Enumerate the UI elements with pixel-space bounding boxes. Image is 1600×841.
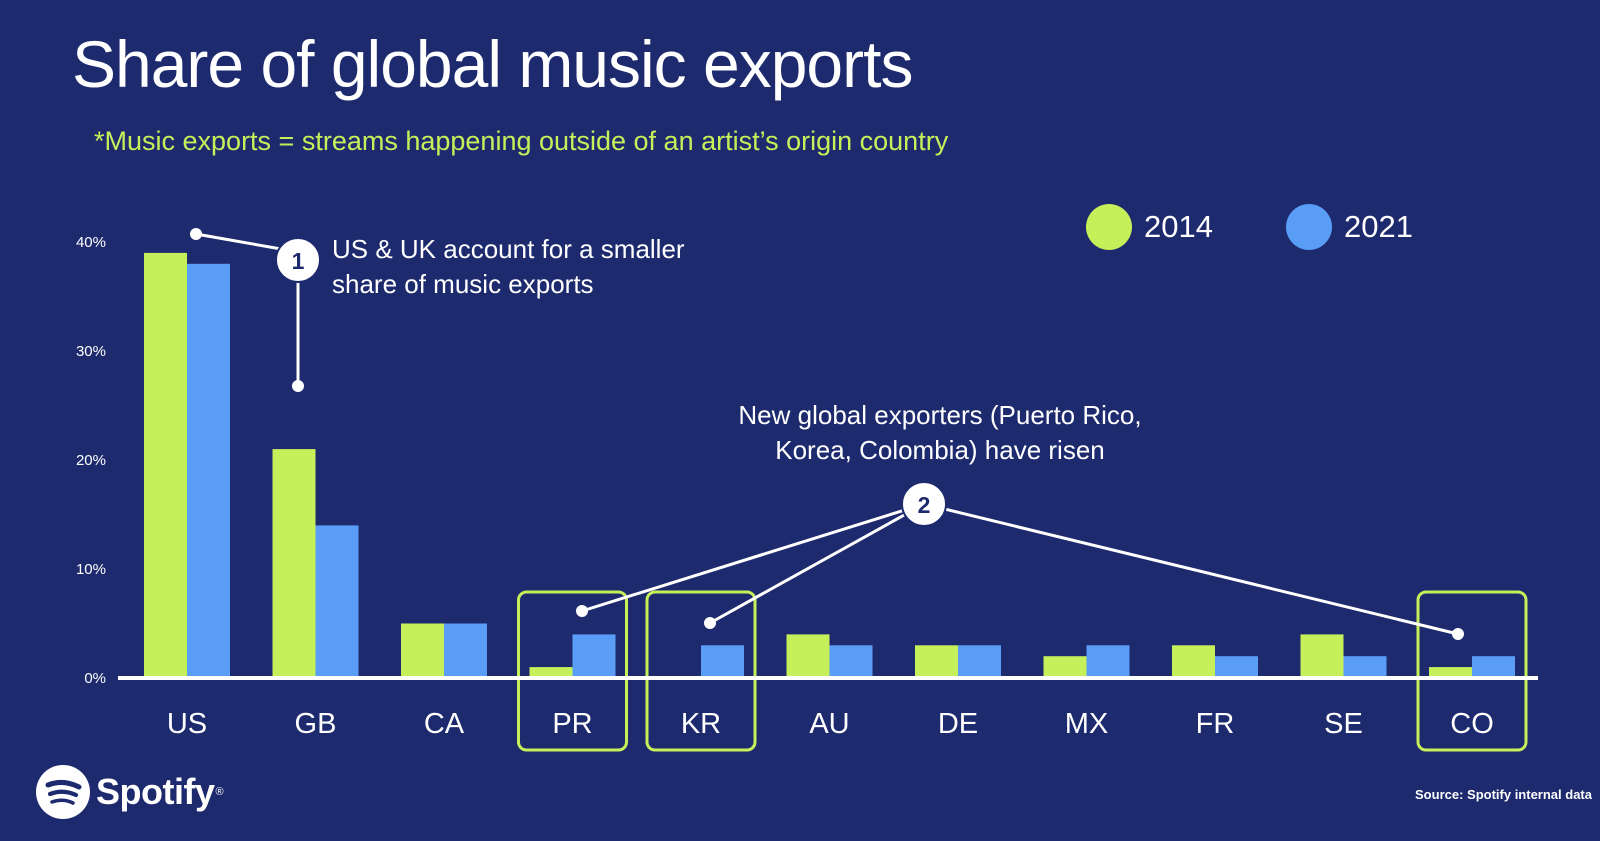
annotation-2-line1: New global exporters (Puerto Rico, xyxy=(738,400,1142,430)
callout-dot-gb xyxy=(292,380,304,392)
x-tick-label-de: DE xyxy=(938,708,978,740)
bar-se-2021 xyxy=(1343,656,1387,678)
x-tick-label-fr: FR xyxy=(1196,708,1235,740)
callout-dot-kr xyxy=(704,617,716,629)
x-tick-label-pr: PR xyxy=(552,708,592,740)
x-tick-label-au: AU xyxy=(809,708,849,740)
callout-2-line-pr xyxy=(581,502,925,613)
bar-mx-2021 xyxy=(1086,645,1130,678)
legend-swatch-2021 xyxy=(1286,204,1332,250)
callout-dot-us xyxy=(190,228,202,240)
bar-se-2014 xyxy=(1300,634,1344,678)
x-tick-label-us: US xyxy=(167,708,207,740)
callout-2-line-co xyxy=(923,502,1459,636)
bar-kr-2021 xyxy=(701,645,744,678)
bar-de-2021 xyxy=(958,645,1001,678)
x-tick-label-gb: GB xyxy=(295,708,337,740)
spotify-trademark: ® xyxy=(215,786,224,798)
chart-title: Share of global music exports xyxy=(72,27,913,101)
y-tick-label-2: 20% xyxy=(76,452,106,469)
spotify-wordmark: Spotify xyxy=(96,771,215,812)
highlight-box-kr xyxy=(645,590,757,752)
y-tick-label-3: 30% xyxy=(76,343,106,360)
y-tick-label-4: 40% xyxy=(76,234,106,251)
highlight-box-co xyxy=(1416,590,1528,752)
callout-badge-2 xyxy=(901,481,947,527)
callout-badge-1-number: 1 xyxy=(292,248,305,274)
bar-au-2021 xyxy=(829,645,873,678)
annotation-2-line2: Korea, Colombia) have risen xyxy=(775,435,1105,465)
legend-label-2014: 2014 xyxy=(1144,209,1213,244)
callout-badge-1 xyxy=(275,237,321,283)
source-note: Source: Spotify internal data xyxy=(1415,787,1592,802)
legend-label-2021: 2021 xyxy=(1344,209,1413,244)
spotify-logo: Spotify ® xyxy=(36,765,224,819)
bar-fr-2014 xyxy=(1172,645,1215,678)
spotify-logo-icon xyxy=(36,765,90,819)
bar-ca-2021 xyxy=(444,623,487,678)
legend-item-2014: 2014 xyxy=(1086,204,1213,250)
x-tick-label-se: SE xyxy=(1324,708,1363,740)
callout-badge-2-number: 2 xyxy=(918,492,931,518)
bar-mx-2014 xyxy=(1043,656,1087,678)
y-tick-label-0: 0% xyxy=(84,670,106,687)
bar-co-2014 xyxy=(1429,667,1472,678)
x-tick-label-mx: MX xyxy=(1065,708,1109,740)
x-tick-label-kr: KR xyxy=(681,708,721,740)
annotation-1: US & UK account for a smaller share of m… xyxy=(332,232,685,302)
legend-item-2021: 2021 xyxy=(1286,204,1413,250)
annotation-2: New global exporters (Puerto Rico, Korea… xyxy=(690,398,1190,468)
bar-pr-2014 xyxy=(529,667,573,678)
highlight-box-pr xyxy=(517,590,628,752)
chart-subtitle: *Music exports = streams happening outsi… xyxy=(94,126,949,156)
bar-ca-2014 xyxy=(401,623,444,678)
callout-2-line-kr xyxy=(709,502,925,625)
bar-pr-2021 xyxy=(572,634,616,678)
annotation-1-line1: US & UK account for a smaller xyxy=(332,234,685,264)
legend-swatch-2014 xyxy=(1086,204,1132,250)
annotation-1-line2: share of music exports xyxy=(332,269,594,299)
bar-fr-2021 xyxy=(1215,656,1258,678)
bar-co-2021 xyxy=(1472,656,1515,678)
x-tick-label-co: CO xyxy=(1450,708,1494,740)
callout-dot-pr xyxy=(576,605,588,617)
bar-us-2021 xyxy=(187,263,230,678)
callout-dot-co xyxy=(1452,628,1464,640)
bar-us-2014 xyxy=(144,252,187,678)
bar-gb-2014 xyxy=(272,449,316,678)
bar-de-2014 xyxy=(915,645,958,678)
bar-au-2014 xyxy=(786,634,830,678)
x-tick-label-ca: CA xyxy=(424,708,465,740)
bar-gb-2021 xyxy=(315,525,359,678)
y-tick-label-1: 10% xyxy=(76,561,106,578)
